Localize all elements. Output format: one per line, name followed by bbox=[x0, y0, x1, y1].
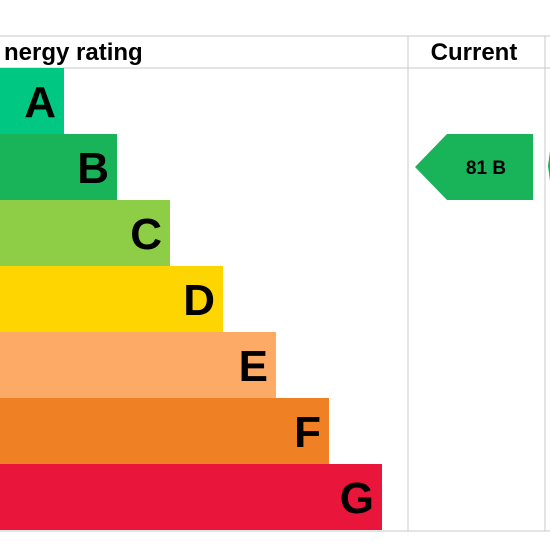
band-bar-a bbox=[0, 68, 64, 134]
band-letter-f: F bbox=[294, 408, 321, 457]
band-letter-e: E bbox=[239, 342, 268, 391]
band-letter-c: C bbox=[130, 210, 162, 259]
band-bar-c bbox=[0, 200, 170, 266]
band-bar-b bbox=[0, 134, 117, 200]
band-letter-a: A bbox=[24, 78, 56, 127]
chart-title: nergy rating bbox=[4, 39, 143, 66]
current-pointer-label: 81 B bbox=[466, 158, 506, 179]
band-bar-g bbox=[0, 464, 382, 530]
current-pointer-shape bbox=[415, 134, 533, 200]
band-letter-g: G bbox=[340, 474, 374, 523]
column-header-current: Current bbox=[431, 39, 518, 66]
current-rating-pointer: 81 B bbox=[415, 134, 533, 200]
band-bar-e bbox=[0, 332, 276, 398]
band-letter-d: D bbox=[183, 276, 215, 325]
band-bar-d bbox=[0, 266, 223, 332]
band-bar-f bbox=[0, 398, 329, 464]
band-letter-b: B bbox=[77, 144, 109, 193]
